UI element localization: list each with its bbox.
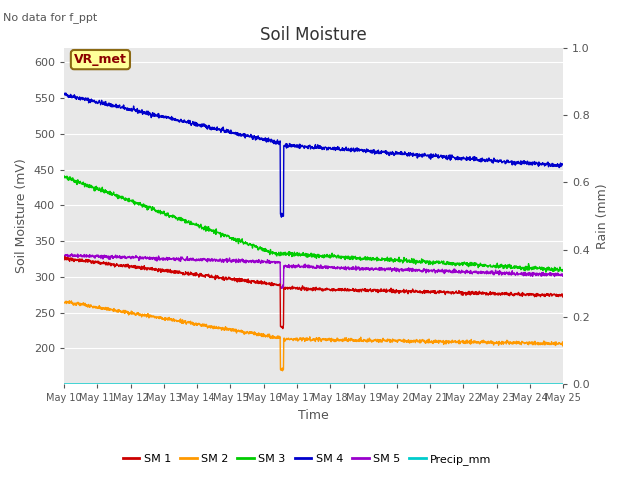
Text: VR_met: VR_met bbox=[74, 53, 127, 66]
Legend: SM 1, SM 2, SM 3, SM 4, SM 5, Precip_mm: SM 1, SM 2, SM 3, SM 4, SM 5, Precip_mm bbox=[118, 450, 496, 469]
Text: No data for f_ppt: No data for f_ppt bbox=[3, 12, 97, 23]
X-axis label: Time: Time bbox=[298, 408, 329, 421]
Y-axis label: Rain (mm): Rain (mm) bbox=[596, 183, 609, 249]
Title: Soil Moisture: Soil Moisture bbox=[260, 25, 367, 44]
Y-axis label: Soil Moisture (mV): Soil Moisture (mV) bbox=[15, 158, 28, 274]
